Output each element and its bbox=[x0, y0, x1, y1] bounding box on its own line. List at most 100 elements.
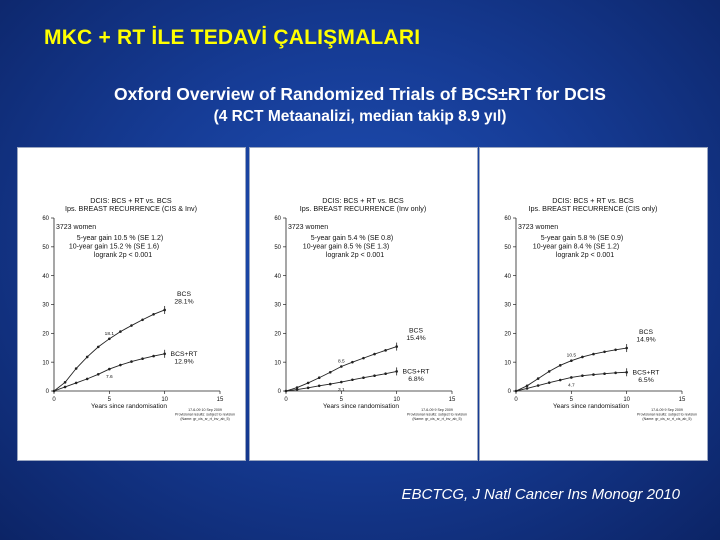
chart-subtitle: Ips. BREAST RECURRENCE (Inv only) bbox=[300, 204, 426, 213]
data-point bbox=[340, 365, 343, 368]
data-point bbox=[581, 374, 584, 378]
data-point bbox=[614, 348, 617, 352]
chart-title: DCIS: BCS + RT vs. BCS bbox=[552, 196, 634, 205]
data-point bbox=[603, 372, 606, 375]
chart-stat-label: 10-year gain 15.2 % (SE 1.6) bbox=[69, 244, 159, 251]
y-tick-label: 30 bbox=[504, 303, 511, 309]
data-point bbox=[74, 367, 78, 370]
chart-subtitle: Ips. BREAST RECURRENCE (CIS & Inv) bbox=[65, 204, 197, 213]
y-tick-label: 50 bbox=[42, 245, 49, 251]
y-tick-label: 0 bbox=[278, 389, 282, 395]
data-point bbox=[328, 370, 332, 374]
data-point bbox=[63, 385, 67, 389]
data-point bbox=[141, 357, 144, 361]
series-name-label: BCS+RT bbox=[633, 369, 660, 376]
x-tick-label: 0 bbox=[514, 397, 518, 403]
y-tick-label: 40 bbox=[42, 274, 49, 280]
data-point bbox=[306, 386, 310, 390]
x-tick-label: 5 bbox=[340, 397, 344, 403]
mid-value-label: 3.1 bbox=[338, 387, 345, 393]
data-point bbox=[52, 389, 56, 393]
chart-subtitle: Ips. BREAST RECURRENCE (CIS only) bbox=[529, 204, 658, 213]
series-name-label: BCS bbox=[639, 329, 653, 336]
data-point bbox=[152, 313, 155, 316]
x-tick-label: 15 bbox=[217, 397, 224, 403]
x-tick-label: 5 bbox=[108, 397, 112, 403]
y-tick-label: 0 bbox=[46, 389, 50, 395]
chart-footnote: (Name: gr_cis_sr_rt_inv_ab_5) bbox=[180, 417, 229, 421]
y-tick-label: 20 bbox=[274, 332, 281, 338]
x-axis-label: Years since randomisation bbox=[91, 403, 167, 410]
series-end-value: 6.5% bbox=[638, 377, 654, 384]
series-end-value: 6.8% bbox=[408, 376, 424, 383]
y-tick-label: 10 bbox=[504, 360, 511, 366]
chart-women-count: 3723 women bbox=[56, 224, 96, 231]
data-point bbox=[85, 377, 89, 381]
x-tick-label: 15 bbox=[449, 397, 456, 403]
x-tick-label: 5 bbox=[570, 397, 574, 403]
data-point bbox=[373, 374, 376, 378]
series-end-value: 12.9% bbox=[174, 358, 193, 365]
chart-panel-invasive-only: DCIS: BCS + RT vs. BCS Ips. BREAST RECURR… bbox=[249, 147, 478, 461]
data-point bbox=[130, 324, 133, 327]
chart-stat-label: logrank 2p < 0.001 bbox=[556, 252, 614, 259]
series-line-bcs bbox=[285, 346, 397, 392]
chart-women-count: 3723 women bbox=[288, 224, 328, 231]
data-point bbox=[362, 356, 365, 360]
data-point bbox=[373, 352, 376, 356]
y-tick-label: 0 bbox=[508, 389, 512, 395]
series-line-bcs-rt bbox=[53, 353, 165, 392]
y-tick-label: 50 bbox=[504, 245, 511, 251]
slide-subtitle: Oxford Overview of Randomized Trials of … bbox=[114, 84, 606, 104]
data-point bbox=[295, 388, 299, 391]
series-end-value: 14.9% bbox=[636, 337, 655, 344]
data-point bbox=[558, 364, 562, 367]
chart-stat-label: 5-year gain 10.5 % (SE 1.2) bbox=[77, 235, 163, 242]
series-name-label: BCS+RT bbox=[403, 368, 430, 375]
chart-footnote: 17-6-09 9 Sep 2009 bbox=[421, 408, 453, 412]
chart-title: DCIS: BCS + RT vs. BCS bbox=[90, 196, 172, 205]
y-tick-label: 30 bbox=[42, 303, 49, 309]
chart-footnote: 17-6-09 9 Sep 2009 bbox=[651, 408, 683, 412]
chart-women-count: 3723 women bbox=[518, 224, 558, 231]
data-point bbox=[384, 372, 387, 375]
data-point bbox=[351, 360, 354, 364]
chart-stat-label: logrank 2p < 0.001 bbox=[94, 252, 152, 259]
x-axis-label: Years since randomisation bbox=[323, 403, 399, 410]
data-point bbox=[547, 381, 551, 384]
y-tick-label: 20 bbox=[504, 332, 511, 338]
y-tick-label: 50 bbox=[274, 245, 281, 251]
x-axis-label: Years since randomisation bbox=[553, 403, 629, 410]
data-point bbox=[525, 384, 529, 388]
data-point bbox=[592, 373, 595, 376]
chart-stat-label: 5-year gain 5.8 % (SE 0.9) bbox=[541, 235, 624, 242]
data-point bbox=[592, 352, 595, 356]
data-point bbox=[306, 381, 310, 385]
chart-stat-label: 10-year gain 8.4 % (SE 1.2) bbox=[533, 244, 619, 251]
data-point bbox=[570, 376, 573, 379]
data-point bbox=[547, 370, 551, 373]
chart-stat-label: 10-year gain 8.5 % (SE 1.3) bbox=[303, 244, 389, 251]
chart-stat-label: 5-year gain 5.4 % (SE 0.8) bbox=[311, 235, 394, 242]
mid-value-label: 7.6 bbox=[106, 374, 113, 380]
x-tick-label: 0 bbox=[284, 397, 288, 403]
data-point bbox=[96, 372, 100, 376]
x-tick-label: 10 bbox=[393, 397, 400, 403]
y-tick-label: 40 bbox=[504, 274, 511, 280]
chart-panel-cis-only: DCIS: BCS + RT vs. BCS Ips. BREAST RECURR… bbox=[479, 147, 708, 461]
data-point bbox=[558, 378, 562, 382]
data-point bbox=[536, 384, 540, 387]
data-point bbox=[514, 389, 518, 393]
data-point bbox=[284, 389, 288, 393]
citation: EBCTCG, J Natl Cancer Ins Monogr 2010 bbox=[401, 486, 680, 503]
mid-value-label: 4.7 bbox=[568, 382, 575, 388]
data-point bbox=[351, 378, 354, 382]
series-name-label: BCS bbox=[177, 291, 191, 298]
data-point bbox=[603, 350, 606, 354]
x-tick-label: 15 bbox=[679, 397, 686, 403]
chart-footnote: 17-6-09 10 Sep 2009 bbox=[188, 408, 222, 412]
series-end-value: 15.4% bbox=[406, 335, 425, 342]
